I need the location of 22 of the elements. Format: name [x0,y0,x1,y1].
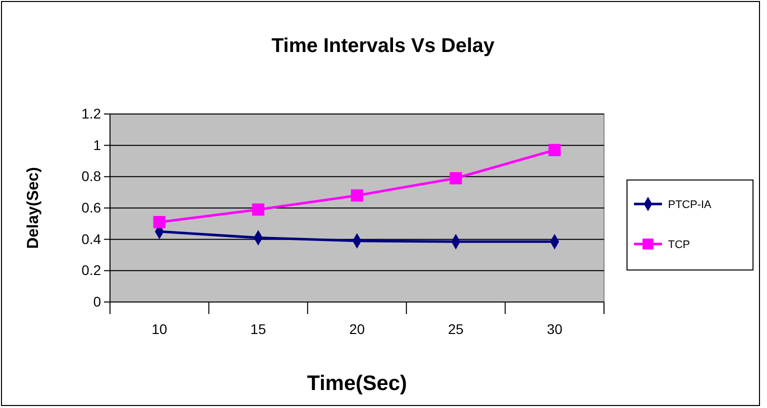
x-axis-title: Time(Sec) [307,372,407,395]
x-tick-label: 10 [152,320,168,337]
y-tick-label: 0.2 [82,262,102,278]
point [252,203,264,216]
legend-label: PTCP-IA [668,199,712,211]
point [350,189,364,202]
point [548,144,561,156]
y-tick-label: 1 [93,136,102,153]
y-tick-label: 0.6 [82,199,102,216]
chart-title: Time Intervals Vs Delay [271,35,496,57]
x-tick-label: 15 [250,320,266,337]
y-tick-label: 0.8 [82,168,102,184]
y-tick-label: 0.4 [82,230,102,247]
y-axis-title: Delay(Sec) [25,167,42,249]
y-tick-label: 0 [93,293,102,310]
x-tick-label: 20 [349,320,365,337]
legend-label: TCP [668,239,690,251]
x-tick-label: 25 [448,320,464,337]
y-tick-label: 1.2 [82,105,102,122]
point [450,172,462,184]
x-tick-label: 30 [546,320,563,337]
point [153,216,166,228]
